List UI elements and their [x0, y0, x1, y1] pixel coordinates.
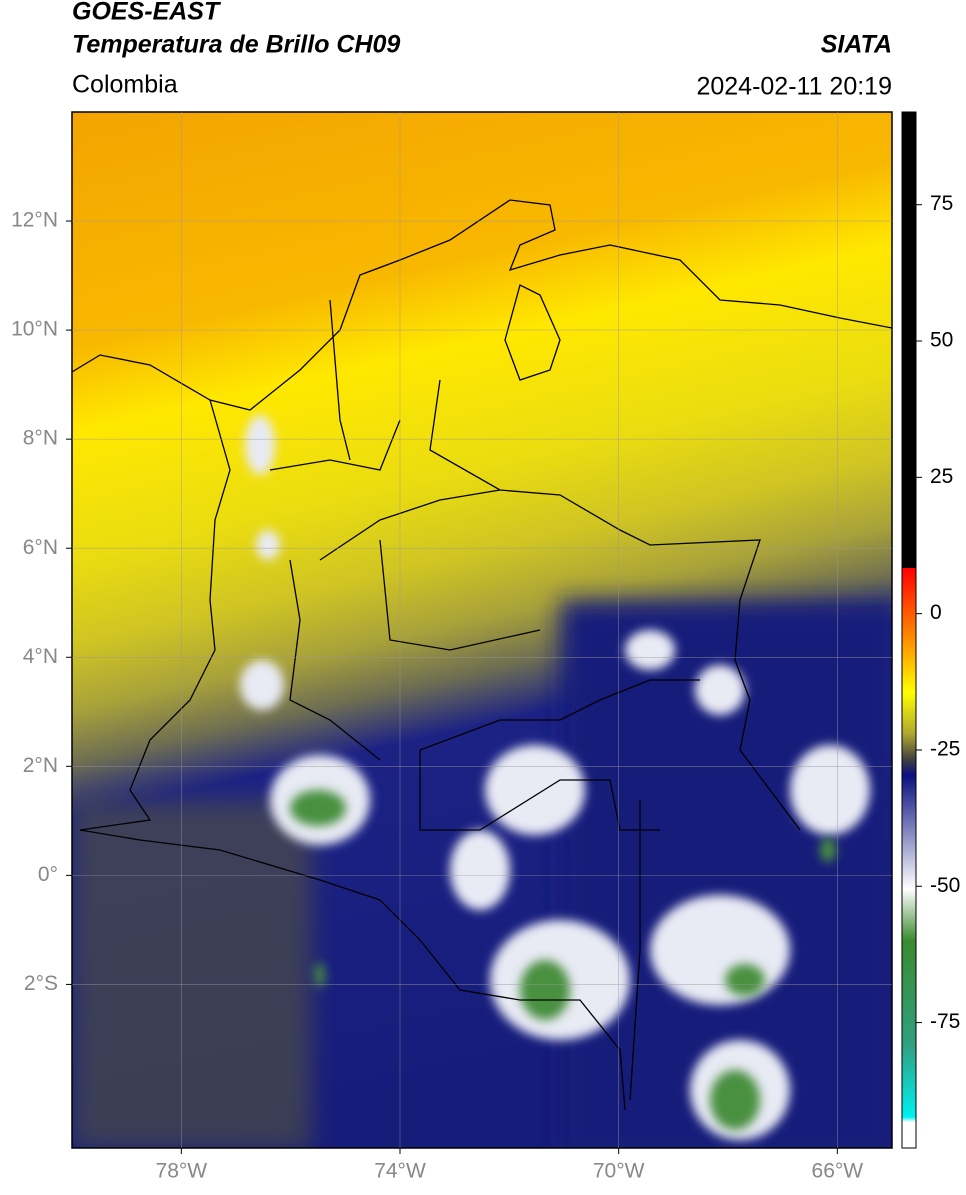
x-tick-label: 74°W — [374, 1160, 426, 1183]
colorbar-tick-label: -50 — [930, 874, 960, 897]
satellite-image — [72, 112, 892, 1148]
colorbar-tick-label: 0 — [930, 601, 942, 624]
x-tick-label: 66°W — [812, 1160, 864, 1183]
colorbar-tick-label: -25 — [930, 738, 960, 761]
y-tick-label: 8°N — [23, 427, 58, 450]
map-frame — [71, 111, 893, 1149]
subtitle: Temperatura de Brillo CH09 — [72, 31, 400, 59]
colorbar-tick-label: 50 — [930, 329, 953, 352]
x-tick-label: 78°W — [156, 1160, 208, 1183]
y-tick-label: 10°N — [11, 318, 58, 341]
datetime: 2024-02-11 20:19 — [696, 73, 892, 101]
y-tick-label: 2°N — [23, 754, 58, 777]
region: Colombia — [72, 71, 178, 99]
y-tick-label: 4°N — [23, 645, 58, 668]
x-tick-label: 70°W — [593, 1160, 645, 1183]
colorbar-tick-label: -75 — [930, 1010, 960, 1033]
y-tick-label: 0° — [38, 863, 58, 886]
title: GOES-EAST — [72, 0, 222, 26]
y-tick-label: 12°N — [11, 209, 58, 232]
y-tick-label: 6°N — [23, 536, 58, 559]
y-tick-label: 2°S — [24, 972, 58, 995]
source: SIATA — [821, 31, 892, 59]
colorbar-tick-label: 25 — [930, 465, 953, 488]
colorbar-tick-label: 75 — [930, 192, 953, 215]
colorbar — [901, 111, 917, 1149]
